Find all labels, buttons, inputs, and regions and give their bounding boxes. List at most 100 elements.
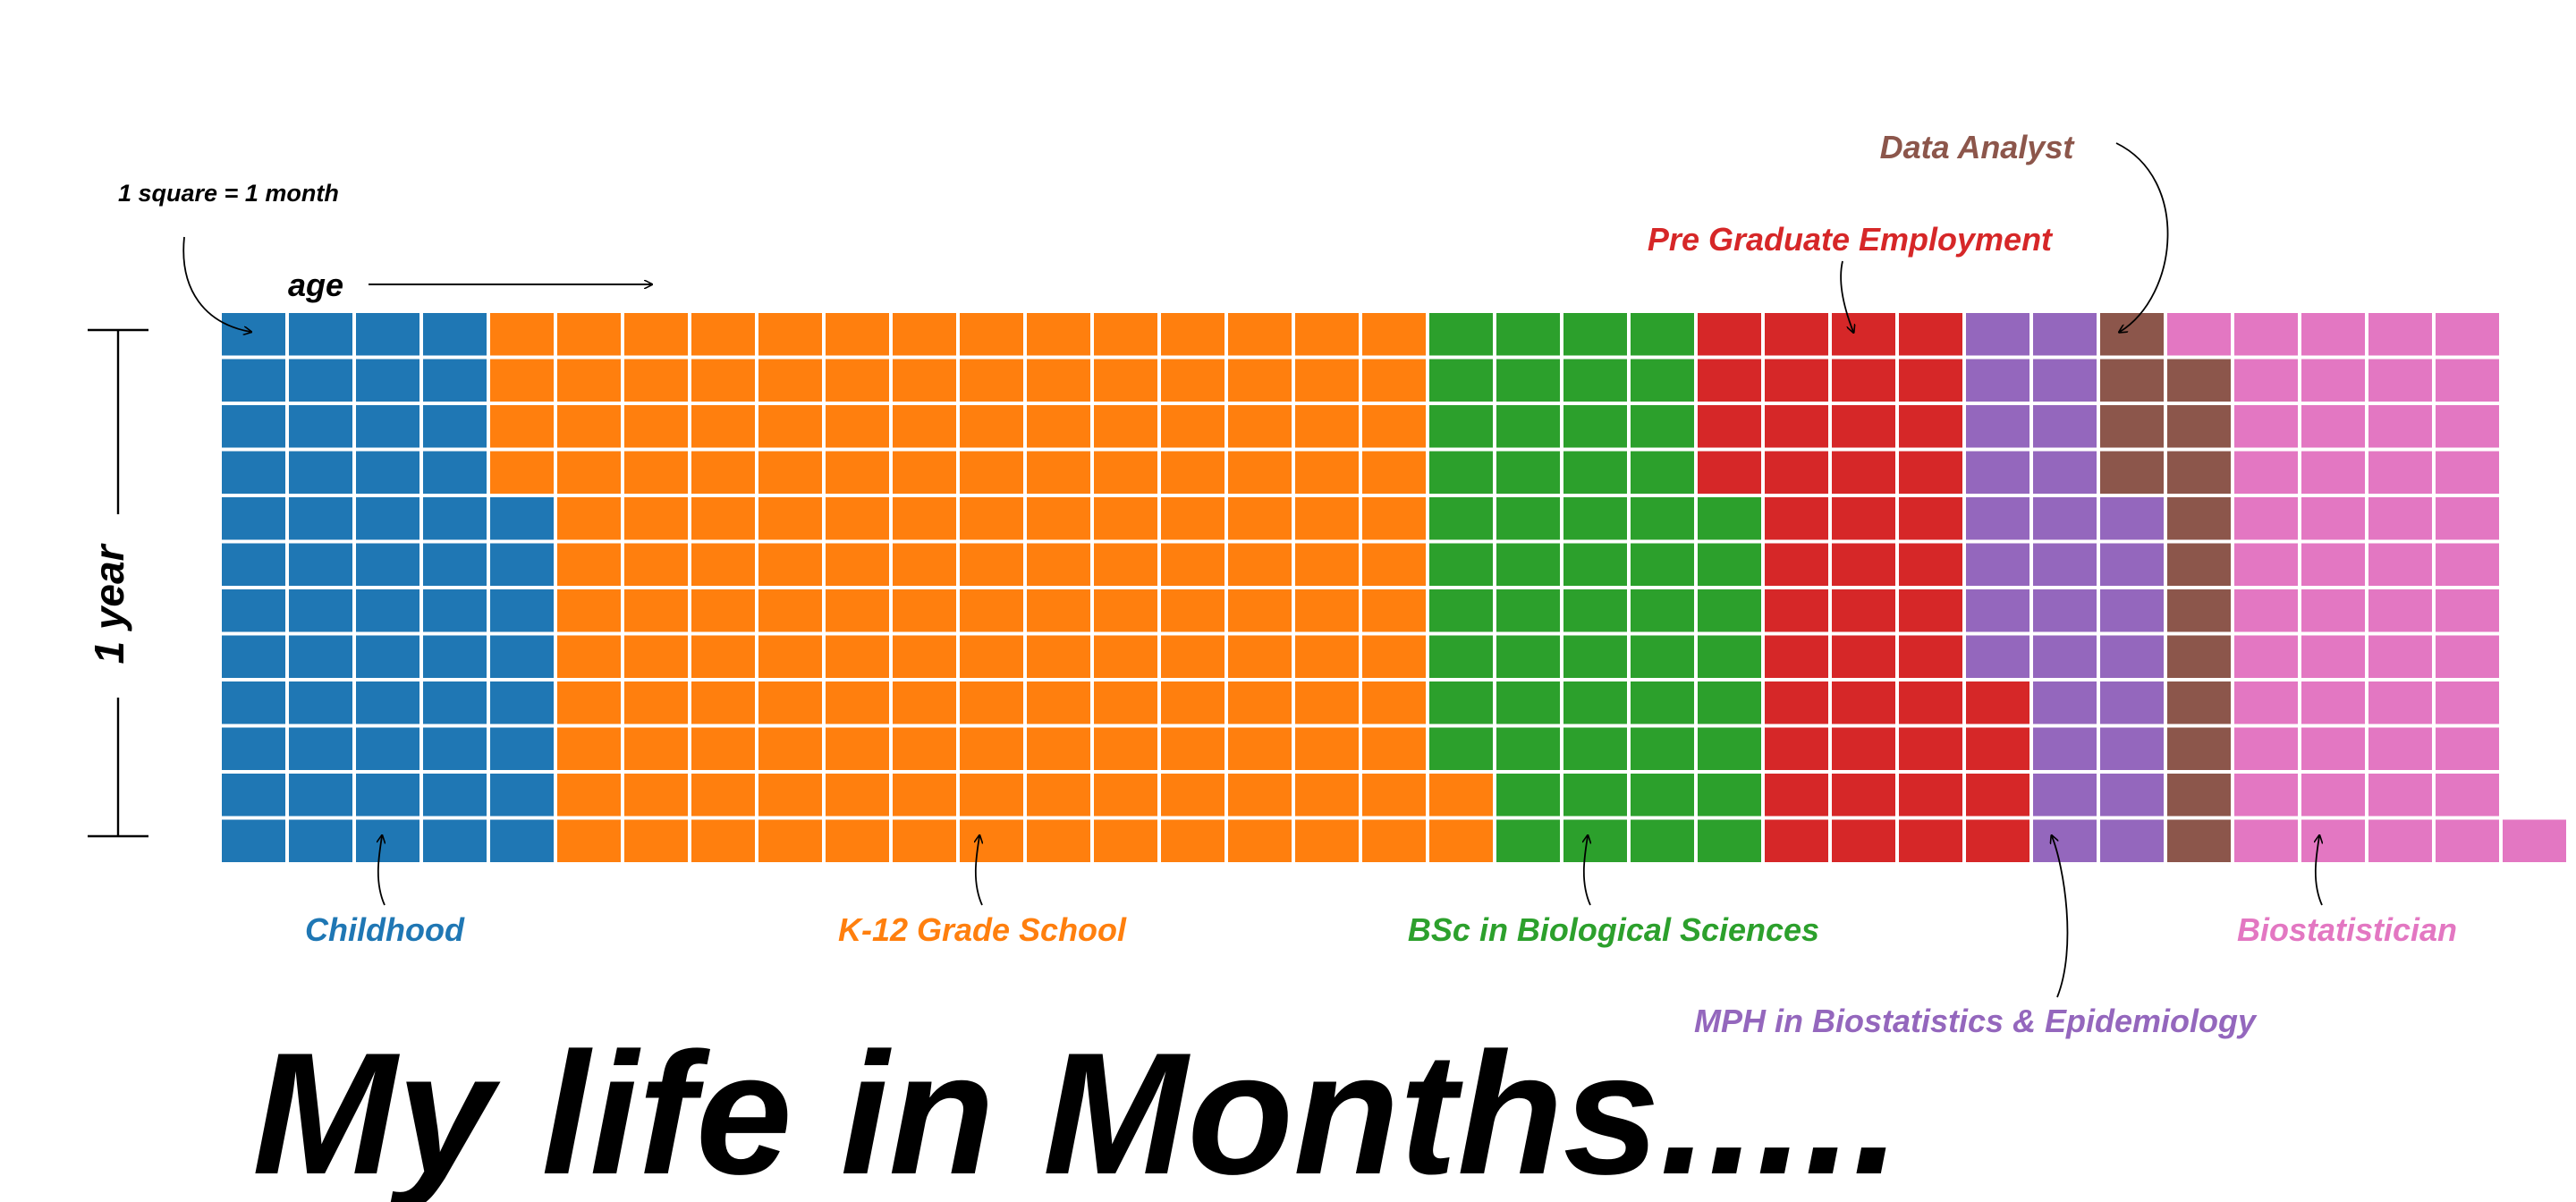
- month-square-k-12-grade-school: [960, 589, 1023, 632]
- month-square-k-12-grade-school: [826, 819, 889, 862]
- month-square-pre-graduate-employment: [1765, 819, 1828, 862]
- month-square-childhood: [423, 359, 487, 402]
- unit-note: 1 square = 1 month: [118, 180, 339, 207]
- month-square-bsc-in-biological-sciences: [1563, 681, 1627, 724]
- month-square-k-12-grade-school: [1161, 313, 1224, 356]
- month-square-pre-graduate-employment: [1765, 635, 1828, 678]
- month-square-mph-in-biostatistics-epidemiology: [2033, 819, 2097, 862]
- month-square-biostatistician: [2301, 589, 2365, 632]
- month-square-k-12-grade-school: [1094, 313, 1157, 356]
- month-square-k-12-grade-school: [1429, 774, 1493, 817]
- month-square-biostatistician: [2301, 543, 2365, 586]
- month-square-pre-graduate-employment: [1765, 774, 1828, 817]
- month-square-mph-in-biostatistics-epidemiology: [1966, 451, 2029, 494]
- month-square-bsc-in-biological-sciences: [1496, 774, 1560, 817]
- year-bracket: [88, 328, 148, 838]
- month-square-childhood: [222, 774, 285, 817]
- month-square-childhood: [289, 405, 352, 448]
- month-square-k-12-grade-school: [893, 727, 956, 770]
- month-square-childhood: [490, 819, 554, 862]
- month-square-k-12-grade-school: [557, 359, 621, 402]
- month-square-mph-in-biostatistics-epidemiology: [1966, 543, 2029, 586]
- month-square-biostatistician: [2368, 819, 2432, 862]
- month-square-biostatistician: [2436, 451, 2499, 494]
- month-square-k-12-grade-school: [1228, 543, 1292, 586]
- month-square-k-12-grade-school: [557, 451, 621, 494]
- month-square-data-analyst: [2100, 359, 2164, 402]
- month-square-k-12-grade-school: [557, 681, 621, 724]
- month-square-k-12-grade-school: [758, 359, 822, 402]
- month-square-k-12-grade-school: [758, 589, 822, 632]
- month-square-childhood: [356, 635, 419, 678]
- month-square-k-12-grade-school: [1027, 819, 1090, 862]
- month-square-k-12-grade-school: [1094, 589, 1157, 632]
- month-square-k-12-grade-school: [490, 313, 554, 356]
- month-square-data-analyst: [2167, 819, 2231, 862]
- month-square-k-12-grade-school: [1161, 774, 1224, 817]
- month-square-k-12-grade-school: [1362, 543, 1426, 586]
- month-square-k-12-grade-school: [826, 359, 889, 402]
- month-square-pre-graduate-employment: [1899, 819, 1962, 862]
- month-square-k-12-grade-school: [758, 819, 822, 862]
- month-square-childhood: [356, 497, 419, 540]
- month-square-k-12-grade-school: [691, 589, 755, 632]
- month-square-k-12-grade-school: [960, 543, 1023, 586]
- biostatistician-arrow: [2316, 836, 2322, 906]
- month-square-mph-in-biostatistics-epidemiology: [2100, 727, 2164, 770]
- month-square-k-12-grade-school: [1161, 405, 1224, 448]
- month-square-childhood: [356, 589, 419, 632]
- month-square-k-12-grade-school: [893, 774, 956, 817]
- month-square-childhood: [490, 681, 554, 724]
- month-square-childhood: [423, 451, 487, 494]
- month-square-k-12-grade-school: [691, 727, 755, 770]
- month-square-k-12-grade-school: [691, 543, 755, 586]
- month-square-k-12-grade-school: [960, 451, 1023, 494]
- month-square-pre-graduate-employment: [1698, 451, 1761, 494]
- month-square-k-12-grade-school: [893, 819, 956, 862]
- month-square-mph-in-biostatistics-epidemiology: [2100, 635, 2164, 678]
- month-square-childhood: [490, 497, 554, 540]
- month-square-k-12-grade-school: [1094, 451, 1157, 494]
- month-square-bsc-in-biological-sciences: [1631, 589, 1694, 632]
- month-square-pre-graduate-employment: [1765, 405, 1828, 448]
- month-square-childhood: [222, 359, 285, 402]
- month-square-mph-in-biostatistics-epidemiology: [1966, 497, 2029, 540]
- month-square-biostatistician: [2368, 497, 2432, 540]
- month-square-childhood: [289, 819, 352, 862]
- month-square-k-12-grade-school: [691, 681, 755, 724]
- month-square-childhood: [356, 405, 419, 448]
- childhood-arrow: [378, 836, 385, 906]
- x-axis-label: age: [288, 267, 343, 303]
- month-square-k-12-grade-school: [1295, 819, 1359, 862]
- month-square-bsc-in-biological-sciences: [1496, 451, 1560, 494]
- month-square-k-12-grade-school: [960, 313, 1023, 356]
- month-square-k-12-grade-school: [893, 451, 956, 494]
- month-square-k-12-grade-school: [691, 359, 755, 402]
- month-square-k-12-grade-school: [960, 359, 1023, 402]
- month-square-bsc-in-biological-sciences: [1496, 405, 1560, 448]
- month-square-biostatistician: [2368, 681, 2432, 724]
- month-square-childhood: [289, 359, 352, 402]
- month-square-biostatistician: [2368, 543, 2432, 586]
- month-square-k-12-grade-school: [557, 635, 621, 678]
- month-square-bsc-in-biological-sciences: [1563, 819, 1627, 862]
- month-square-k-12-grade-school: [691, 405, 755, 448]
- month-square-k-12-grade-school: [826, 313, 889, 356]
- month-square-pre-graduate-employment: [1765, 313, 1828, 356]
- month-square-k-12-grade-school: [893, 589, 956, 632]
- month-square-bsc-in-biological-sciences: [1429, 359, 1493, 402]
- month-square-bsc-in-biological-sciences: [1429, 313, 1493, 356]
- month-square-childhood: [289, 451, 352, 494]
- month-square-bsc-in-biological-sciences: [1698, 497, 1761, 540]
- month-square-bsc-in-biological-sciences: [1563, 497, 1627, 540]
- month-square-k-12-grade-school: [1094, 819, 1157, 862]
- month-square-k-12-grade-school: [1161, 589, 1224, 632]
- month-square-childhood: [423, 497, 487, 540]
- month-square-k-12-grade-school: [691, 774, 755, 817]
- month-square-bsc-in-biological-sciences: [1698, 774, 1761, 817]
- month-square-k-12-grade-school: [1362, 497, 1426, 540]
- month-square-pre-graduate-employment: [1899, 635, 1962, 678]
- month-square-biostatistician: [2368, 359, 2432, 402]
- month-square-childhood: [423, 819, 487, 862]
- month-square-k-12-grade-school: [1094, 497, 1157, 540]
